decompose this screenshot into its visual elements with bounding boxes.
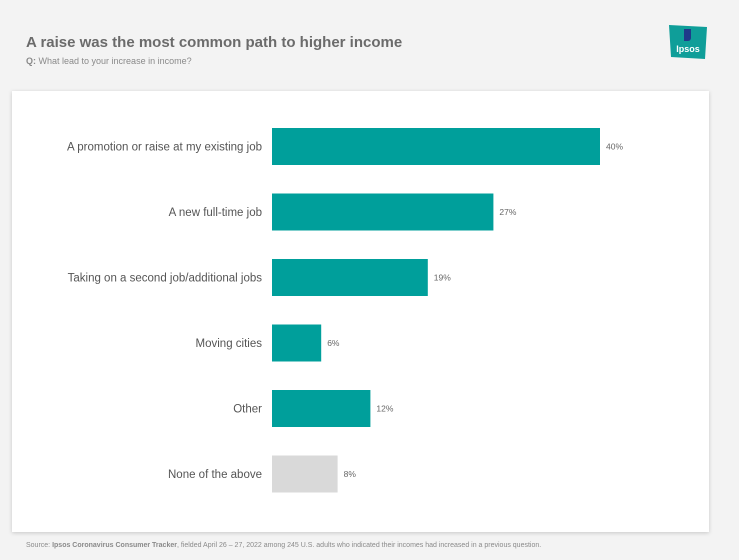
- chart-title: A raise was the most common path to high…: [26, 34, 403, 51]
- category-label-a-promotion-or-raise-at-my-existing-job: A promotion or raise at my existing job: [67, 142, 262, 154]
- bar-moving-cities: [272, 324, 322, 362]
- category-label-none-of-the-above: None of the above: [168, 469, 262, 481]
- chart-card: A promotion or raise at my existing job 4…: [12, 91, 709, 532]
- logo-text: Ipsos: [676, 44, 700, 54]
- value-label-none-of-the-above: 8%: [344, 469, 357, 479]
- bar-taking-on-a-second-job-additional-jobs: [272, 259, 428, 296]
- bar-other: [272, 390, 371, 427]
- value-label-taking-on-a-second-job-additional-jobs: 19%: [434, 273, 451, 283]
- value-label-other: 12%: [376, 404, 393, 414]
- value-label-moving-cities: 6%: [327, 338, 340, 348]
- logo-badge: [669, 25, 707, 59]
- source-text: , fielded April 26 – 27, 2022 among 245 …: [176, 542, 542, 549]
- question-subtitle: Q: What lead to your increase in income?: [26, 56, 192, 66]
- source-name: Ipsos Coronavirus Consumer Tracker: [52, 542, 177, 549]
- category-label-other: Other: [233, 404, 262, 416]
- category-label-taking-on-a-second-job-additional-jobs: Taking on a second job/additional jobs: [68, 273, 263, 285]
- bar-chart: A promotion or raise at my existing job 4…: [67, 128, 623, 493]
- source-prefix: Source:: [26, 542, 51, 549]
- ipsos-logo: Ipsos: [669, 25, 707, 59]
- question-text: What lead to your increase in income?: [38, 56, 192, 66]
- question-prefix: Q:: [26, 56, 36, 66]
- value-label-a-promotion-or-raise-at-my-existing-job: 40%: [606, 142, 623, 152]
- value-label-a-new-full-time-job: 27%: [499, 207, 516, 217]
- category-label-moving-cities: Moving cities: [196, 338, 263, 350]
- source-note: Source: Ipsos Coronavirus Consumer Track…: [26, 542, 541, 549]
- logo-mark: [684, 29, 691, 41]
- bar-a-new-full-time-job: [272, 193, 494, 231]
- category-label-a-new-full-time-job: A new full-time job: [169, 207, 262, 219]
- bar-a-promotion-or-raise-at-my-existing-job: [272, 128, 600, 165]
- bar-none-of-the-above: [272, 455, 338, 493]
